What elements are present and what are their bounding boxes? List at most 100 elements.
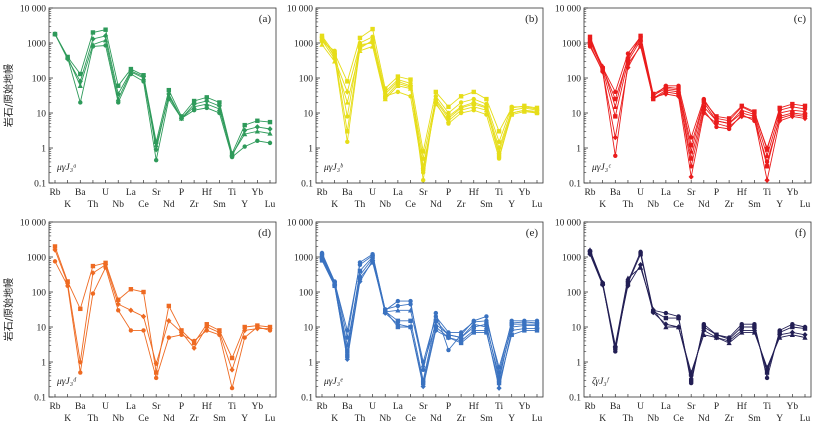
x-tick-label: Y bbox=[508, 200, 515, 210]
x-tick-label: K bbox=[599, 414, 606, 424]
data-point bbox=[613, 114, 618, 119]
series-line bbox=[54, 29, 271, 155]
plot-frame bbox=[583, 7, 812, 184]
data-point bbox=[458, 94, 464, 99]
data-point bbox=[458, 100, 464, 105]
data-point bbox=[446, 104, 451, 110]
x-tick-label: Ce bbox=[405, 200, 416, 210]
x-tick-label: Rb bbox=[316, 402, 327, 412]
panel-letter: (c) bbox=[794, 13, 807, 25]
x-tick-label: Sm bbox=[213, 200, 226, 210]
data-point bbox=[370, 26, 375, 32]
data-point bbox=[701, 98, 707, 104]
data-point bbox=[128, 287, 134, 292]
data-point bbox=[471, 324, 476, 330]
data-point bbox=[345, 353, 350, 359]
data-point bbox=[370, 260, 375, 265]
y-tick-label: 1000 bbox=[562, 40, 581, 50]
data-point bbox=[739, 107, 745, 113]
x-tick-label: La bbox=[393, 188, 404, 198]
data-point bbox=[433, 89, 439, 95]
data-series bbox=[319, 34, 540, 175]
data-point bbox=[534, 320, 540, 326]
data-point bbox=[77, 83, 83, 88]
data-point bbox=[790, 101, 795, 107]
data-point bbox=[701, 108, 707, 113]
data-point bbox=[102, 37, 109, 43]
data-point bbox=[650, 306, 656, 312]
data-point bbox=[471, 330, 476, 335]
data-point bbox=[166, 87, 172, 93]
data-point bbox=[52, 31, 58, 37]
data-point bbox=[777, 334, 783, 340]
data-point bbox=[191, 104, 197, 110]
data-point bbox=[140, 75, 147, 81]
data-point bbox=[267, 140, 273, 146]
x-tick-label: Yb bbox=[519, 402, 531, 412]
x-tick-label: Lu bbox=[265, 414, 276, 424]
data-point bbox=[651, 96, 656, 101]
data-point bbox=[408, 81, 413, 86]
x-tick-label: Th bbox=[355, 200, 366, 210]
y-tick-label: 10 000 bbox=[287, 5, 313, 15]
data-point bbox=[713, 334, 720, 340]
data-point bbox=[433, 94, 439, 99]
data-point bbox=[509, 104, 514, 110]
data-point bbox=[521, 322, 527, 328]
data-point bbox=[65, 280, 71, 286]
data-point bbox=[471, 101, 476, 107]
data-point bbox=[332, 48, 337, 53]
y-tick-label: 0.1 bbox=[301, 394, 313, 404]
data-point bbox=[420, 149, 426, 154]
data-series bbox=[587, 33, 808, 152]
x-tick-label: Zr bbox=[190, 200, 200, 210]
data-point bbox=[332, 283, 337, 289]
x-tick-label: Ba bbox=[75, 188, 86, 198]
data-point bbox=[612, 104, 618, 110]
x-tick-label: Ti bbox=[495, 188, 503, 198]
data-point bbox=[191, 340, 197, 346]
data-point bbox=[726, 116, 732, 121]
y-tick-label: 10 bbox=[37, 324, 47, 334]
data-point bbox=[484, 105, 489, 111]
y-tick-label: 100 bbox=[32, 75, 47, 85]
x-tick-label: Nd bbox=[163, 414, 175, 424]
x-tick-label: Y bbox=[508, 414, 515, 424]
data-point bbox=[802, 103, 808, 109]
data-point bbox=[663, 324, 669, 330]
y-tick-label: 10 000 bbox=[20, 5, 46, 15]
data-point bbox=[166, 93, 172, 99]
x-tick-label: Nd bbox=[430, 200, 442, 210]
y-tick-label: 10 bbox=[37, 110, 47, 120]
series-line bbox=[54, 33, 271, 156]
x-tick-label: Sr bbox=[152, 188, 161, 198]
y-tick-label: 1 bbox=[576, 359, 581, 369]
data-point bbox=[688, 148, 694, 154]
y-tick-label: 1000 bbox=[27, 254, 46, 264]
data-point bbox=[128, 328, 134, 333]
data-series bbox=[319, 258, 540, 386]
x-tick-label: P bbox=[714, 188, 719, 198]
data-point bbox=[229, 151, 235, 157]
data-point bbox=[587, 247, 593, 253]
x-tick-label: U bbox=[637, 402, 644, 412]
data-point bbox=[395, 74, 401, 79]
data-point bbox=[446, 110, 451, 116]
data-point bbox=[433, 310, 439, 316]
x-tick-label: Y bbox=[776, 414, 783, 424]
data-point bbox=[471, 89, 476, 95]
data-point bbox=[242, 131, 248, 137]
data-point bbox=[739, 324, 744, 330]
series-line bbox=[589, 250, 806, 384]
data-point bbox=[764, 177, 770, 184]
data-point bbox=[600, 279, 606, 285]
x-tick-label: Hf bbox=[469, 401, 480, 412]
series-line bbox=[589, 249, 806, 375]
data-point bbox=[254, 124, 260, 130]
panel-letter: (a) bbox=[259, 13, 272, 25]
y-tick-label: 1 bbox=[308, 359, 313, 369]
data-point bbox=[204, 105, 209, 111]
data-point bbox=[153, 157, 159, 163]
x-tick-label: Zr bbox=[457, 414, 467, 424]
data-point bbox=[638, 252, 643, 257]
